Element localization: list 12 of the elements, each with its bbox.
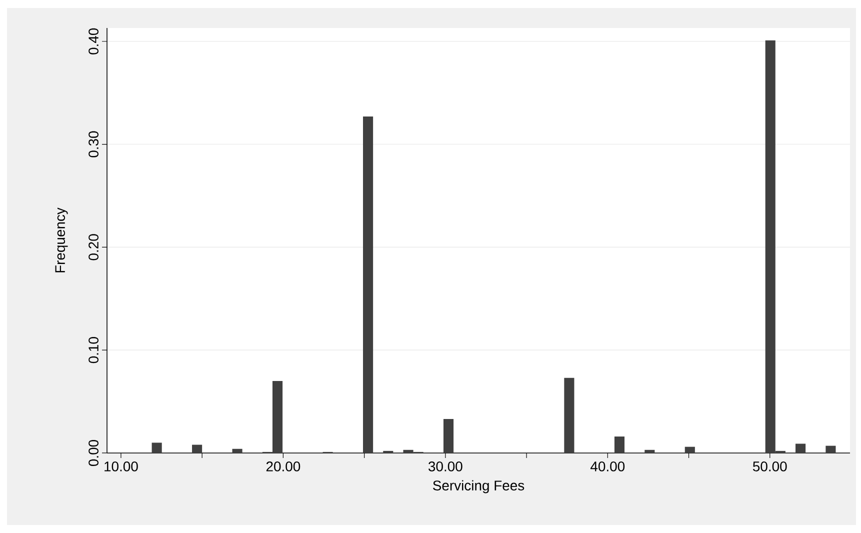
x-axis-title: Servicing Fees <box>433 480 524 494</box>
y-tick-label: 0.40 <box>88 28 98 54</box>
x-tick-label: 30.00 <box>428 461 462 472</box>
x-tick-label: 50.00 <box>752 461 787 472</box>
y-axis-title: Frequency <box>55 208 68 272</box>
x-tick-label: 20.00 <box>266 461 300 472</box>
y-tick-label: 0.20 <box>88 234 98 260</box>
y-tick-label: 0.00 <box>88 440 98 466</box>
x-tick-label: 10.00 <box>104 461 138 472</box>
y-tick-label: 0.10 <box>88 337 98 364</box>
x-tick-label: 40.00 <box>590 461 625 472</box>
y-tick-label: 0.30 <box>88 131 98 158</box>
